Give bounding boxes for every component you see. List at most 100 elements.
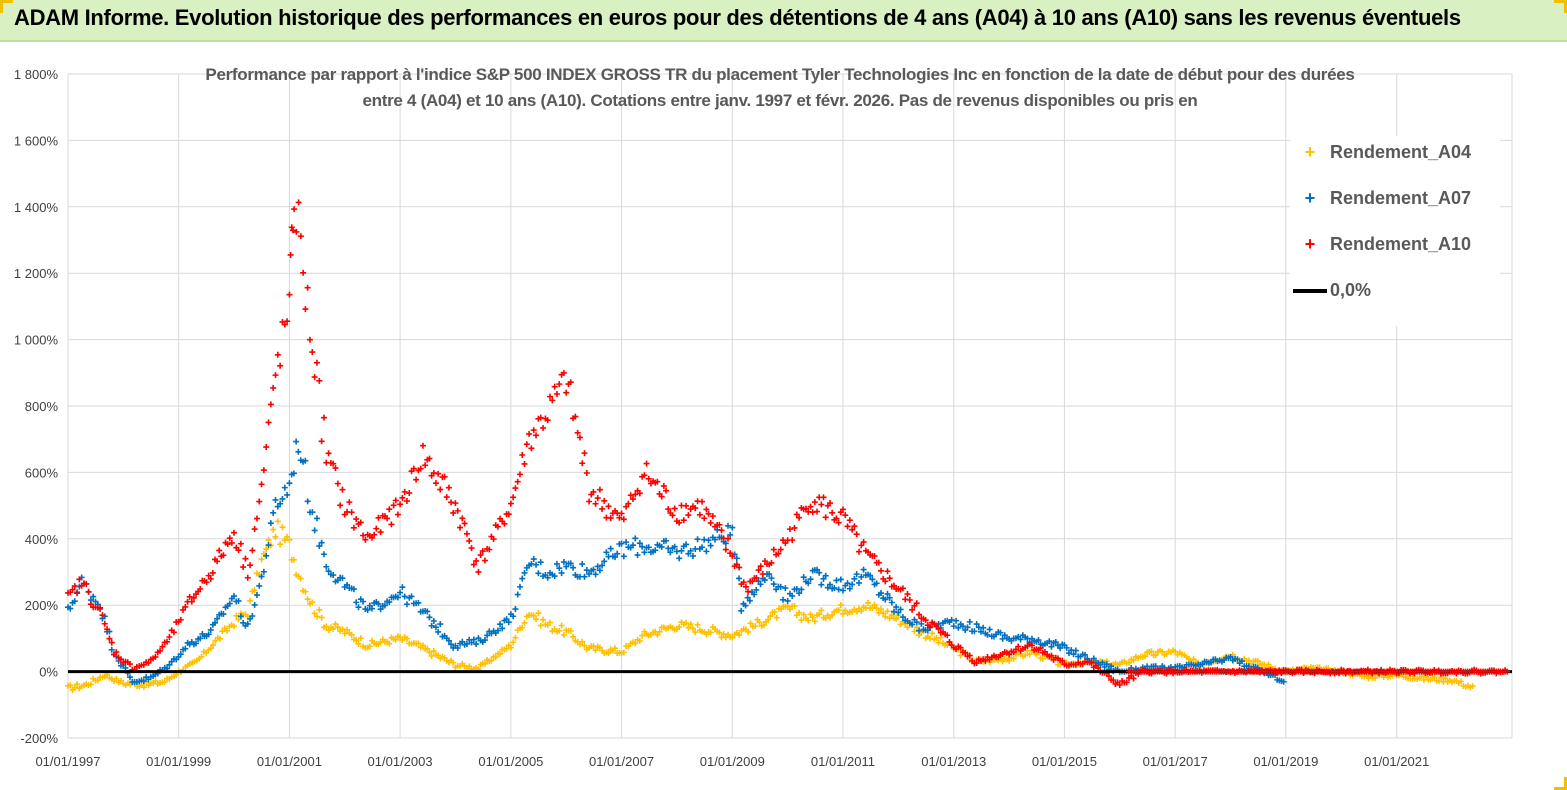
data-point <box>290 556 297 563</box>
legend-label-a07: Rendement_A07 <box>1330 188 1472 208</box>
data-point <box>430 648 437 655</box>
data-point <box>180 606 187 613</box>
chart-legend: + Rendement_A04 + Rendement_A07 + Rendement… <box>1290 136 1500 326</box>
data-point <box>727 531 734 538</box>
data-point <box>377 606 384 613</box>
data-point <box>101 620 108 627</box>
data-point <box>913 600 920 607</box>
data-point <box>1148 648 1155 655</box>
data-point <box>297 575 304 582</box>
data-point <box>390 502 397 509</box>
data-point <box>809 614 816 621</box>
data-point <box>510 639 517 646</box>
data-point <box>645 544 652 551</box>
data-point <box>811 618 818 625</box>
data-point <box>253 515 260 522</box>
data-point <box>510 494 517 501</box>
data-point <box>612 645 619 652</box>
data-point <box>441 473 448 480</box>
data-point <box>377 639 384 646</box>
data-point <box>654 478 661 485</box>
data-point <box>430 618 437 624</box>
data-point <box>432 480 439 487</box>
data-point <box>886 594 893 601</box>
data-point <box>687 547 694 554</box>
data-point <box>742 602 749 609</box>
data-point <box>583 470 590 477</box>
data-point <box>113 675 120 682</box>
data-point <box>899 585 906 592</box>
data-point <box>1052 638 1059 645</box>
data-point <box>605 503 612 510</box>
data-points <box>65 199 1512 693</box>
data-point <box>699 498 706 505</box>
data-point <box>882 596 889 603</box>
data-point <box>689 625 696 632</box>
data-point <box>740 579 747 586</box>
data-point <box>235 616 242 623</box>
data-point <box>459 515 466 522</box>
data-point <box>909 621 916 628</box>
data-point <box>818 501 825 508</box>
data-point <box>97 604 104 611</box>
data-point <box>1105 673 1112 680</box>
data-point <box>521 569 528 576</box>
data-point <box>558 622 565 629</box>
data-point <box>323 623 330 630</box>
x-tick-label: 01/01/2007 <box>589 754 654 769</box>
x-tick-label: 01/01/2003 <box>368 754 433 769</box>
data-point <box>890 608 897 615</box>
data-point <box>612 554 619 561</box>
legend-label-zero-line: 0,0% <box>1330 280 1372 300</box>
data-point <box>549 397 556 404</box>
data-point <box>360 598 367 605</box>
data-point <box>816 611 823 618</box>
data-point <box>419 442 426 449</box>
data-point <box>669 512 676 519</box>
data-point <box>964 624 971 631</box>
data-point <box>413 476 420 483</box>
data-point <box>729 634 736 641</box>
data-point <box>1152 652 1159 659</box>
data-point <box>497 650 504 657</box>
data-point <box>424 608 431 615</box>
data-point <box>676 624 683 631</box>
data-point <box>860 539 867 546</box>
data-point <box>272 496 279 503</box>
data-point <box>403 601 410 608</box>
data-point <box>770 581 777 588</box>
data-point <box>596 567 603 574</box>
data-point <box>510 613 517 620</box>
data-point <box>388 521 395 528</box>
data-point <box>574 429 581 436</box>
data-point <box>696 511 703 518</box>
data-point <box>786 526 793 533</box>
data-point <box>249 547 256 554</box>
data-point <box>394 594 401 601</box>
data-point <box>973 621 980 628</box>
data-point <box>237 540 244 547</box>
data-point <box>853 571 860 578</box>
data-point <box>497 621 504 628</box>
y-tick-label: 1 200% <box>14 266 59 281</box>
data-point <box>481 660 488 667</box>
y-tick-label: -200% <box>20 731 58 746</box>
data-point <box>789 537 796 544</box>
data-point <box>853 531 860 538</box>
data-point <box>437 621 444 628</box>
data-point <box>1026 651 1033 658</box>
data-point <box>226 600 233 607</box>
data-point <box>957 644 964 651</box>
data-point <box>426 455 433 462</box>
data-point <box>596 486 603 493</box>
data-point <box>599 505 606 512</box>
data-point <box>814 566 821 573</box>
data-point <box>667 549 674 556</box>
data-point <box>337 502 344 509</box>
data-point <box>330 572 337 579</box>
data-point <box>357 519 364 526</box>
data-point <box>505 619 512 626</box>
data-point <box>140 678 147 685</box>
data-point <box>560 559 567 566</box>
data-point <box>288 224 295 231</box>
